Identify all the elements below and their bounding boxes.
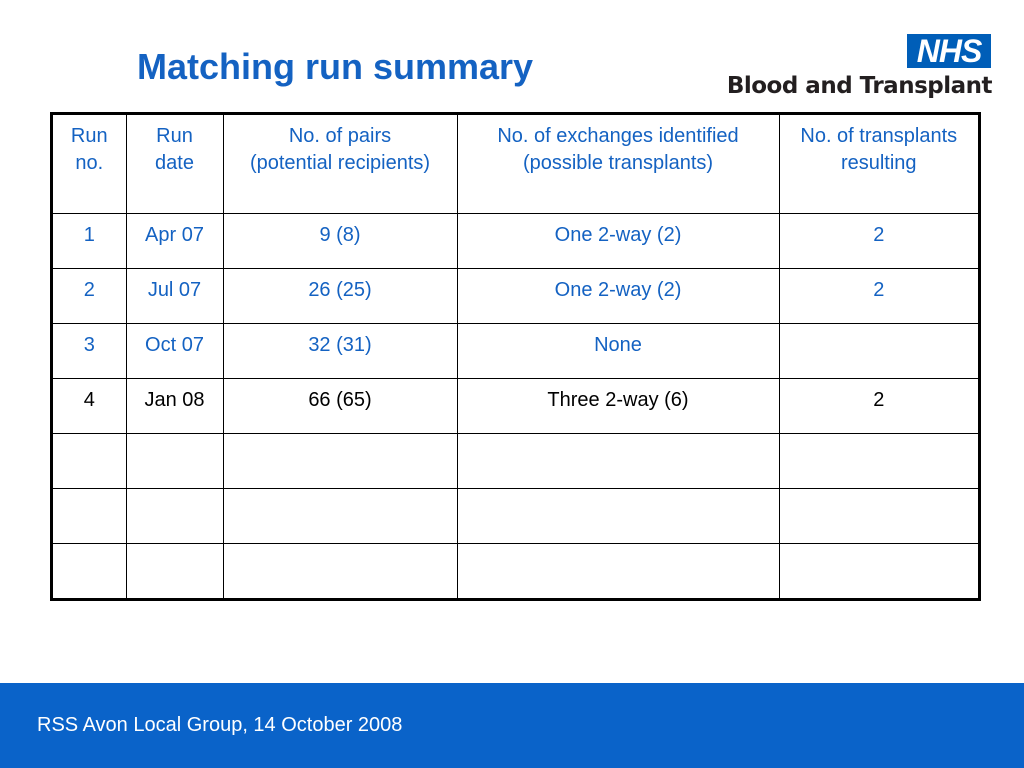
cell-run-no xyxy=(53,487,127,544)
cell-run-date xyxy=(125,542,224,598)
cell-transplants: 2 xyxy=(778,267,978,324)
table-row-empty xyxy=(53,487,978,544)
table-row: 1 Apr 07 9 (8) One 2-way (2) 2 xyxy=(53,212,978,269)
header-run-date: Run date xyxy=(125,115,224,214)
cell-exchanges: Three 2-way (6) xyxy=(456,377,780,434)
cell-run-date xyxy=(125,432,224,489)
table-row: 3 Oct 07 32 (31) None xyxy=(53,322,978,379)
cell-transplants xyxy=(778,322,978,379)
cell-transplants xyxy=(778,487,978,544)
cell-pairs: 26 (25) xyxy=(222,267,458,324)
cell-transplants xyxy=(778,542,978,598)
cell-exchanges: One 2-way (2) xyxy=(456,267,780,324)
cell-transplants: 2 xyxy=(778,212,978,269)
nhs-logo-badge: NHS xyxy=(907,34,991,68)
cell-exchanges: None xyxy=(456,322,780,379)
table-header-row: Run no. Run date No. of pairs (potential… xyxy=(53,115,978,214)
cell-transplants: 2 xyxy=(778,377,978,434)
header-line: Run xyxy=(156,125,193,147)
logo-organisation-name: Blood and Transplant xyxy=(726,73,993,99)
header-line: (possible transplants) xyxy=(522,152,714,174)
cell-run-no xyxy=(53,542,127,598)
header-no-of-pairs: No. of pairs (potential recipients) xyxy=(222,115,458,214)
cell-run-date: Oct 07 xyxy=(125,322,224,379)
header-line: no. xyxy=(75,152,104,174)
header-run-no: Run no. xyxy=(53,115,127,214)
cell-pairs: 32 (31) xyxy=(222,322,458,379)
cell-run-date: Jan 08 xyxy=(125,377,224,434)
header-line: No. of transplants xyxy=(800,125,958,147)
header-line: No. of exchanges identified xyxy=(497,125,739,147)
cell-run-no xyxy=(53,432,127,489)
header-line: (potential recipients) xyxy=(249,152,431,174)
cell-exchanges xyxy=(456,432,780,489)
header-line: resulting xyxy=(840,152,917,174)
cell-run-no: 4 xyxy=(53,377,127,434)
cell-pairs xyxy=(222,487,458,544)
cell-run-no: 3 xyxy=(53,322,127,379)
cell-pairs xyxy=(222,432,458,489)
header-no-of-exchanges: No. of exchanges identified (possible tr… xyxy=(456,115,780,214)
table-row-empty xyxy=(53,432,978,489)
cell-run-date: Jul 07 xyxy=(125,267,224,324)
cell-pairs: 9 (8) xyxy=(222,212,458,269)
cell-transplants xyxy=(778,432,978,489)
table-row: 2 Jul 07 26 (25) One 2-way (2) 2 xyxy=(53,267,978,324)
footer-text: RSS Avon Local Group, 14 October 2008 xyxy=(37,714,403,736)
cell-run-date: Apr 07 xyxy=(125,212,224,269)
matching-run-table: Run no. Run date No. of pairs (potential… xyxy=(50,112,981,601)
footer-bar: RSS Avon Local Group, 14 October 2008 xyxy=(0,683,1024,768)
cell-exchanges xyxy=(456,487,780,544)
nhs-blood-and-transplant-logo: NHS Blood and Transplant xyxy=(700,32,995,102)
cell-exchanges: One 2-way (2) xyxy=(456,212,780,269)
table-row: 4 Jan 08 66 (65) Three 2-way (6) 2 xyxy=(53,377,978,434)
slide-title: Matching run summary xyxy=(137,46,534,87)
cell-pairs xyxy=(222,542,458,598)
header-line: Run xyxy=(70,125,108,147)
cell-exchanges xyxy=(456,542,780,598)
header-line: No. of pairs xyxy=(288,125,392,147)
header-no-of-transplants: No. of transplants resulting xyxy=(778,115,978,214)
table-row-empty xyxy=(53,542,978,598)
header-line: date xyxy=(155,152,194,174)
cell-pairs: 66 (65) xyxy=(222,377,458,434)
cell-run-no: 2 xyxy=(53,267,127,324)
cell-run-date xyxy=(125,487,224,544)
cell-run-no: 1 xyxy=(53,212,127,269)
